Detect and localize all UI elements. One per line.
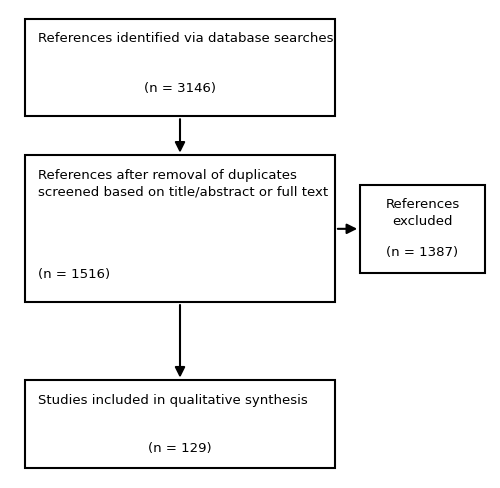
FancyBboxPatch shape [360,185,485,273]
Text: (n = 1516): (n = 1516) [38,267,110,281]
Text: (n = 1387): (n = 1387) [386,245,458,259]
FancyBboxPatch shape [25,20,335,117]
Text: References after removal of duplicates
screened based on title/abstract or full : References after removal of duplicates s… [38,168,328,198]
Text: References
excluded: References excluded [386,198,460,227]
Text: Studies included in qualitative synthesis: Studies included in qualitative synthesi… [38,393,307,406]
FancyBboxPatch shape [25,156,335,303]
Text: References identified via database searches: References identified via database searc… [38,32,333,45]
FancyBboxPatch shape [25,381,335,468]
Text: (n = 3146): (n = 3146) [144,82,216,95]
Text: (n = 129): (n = 129) [148,441,212,454]
